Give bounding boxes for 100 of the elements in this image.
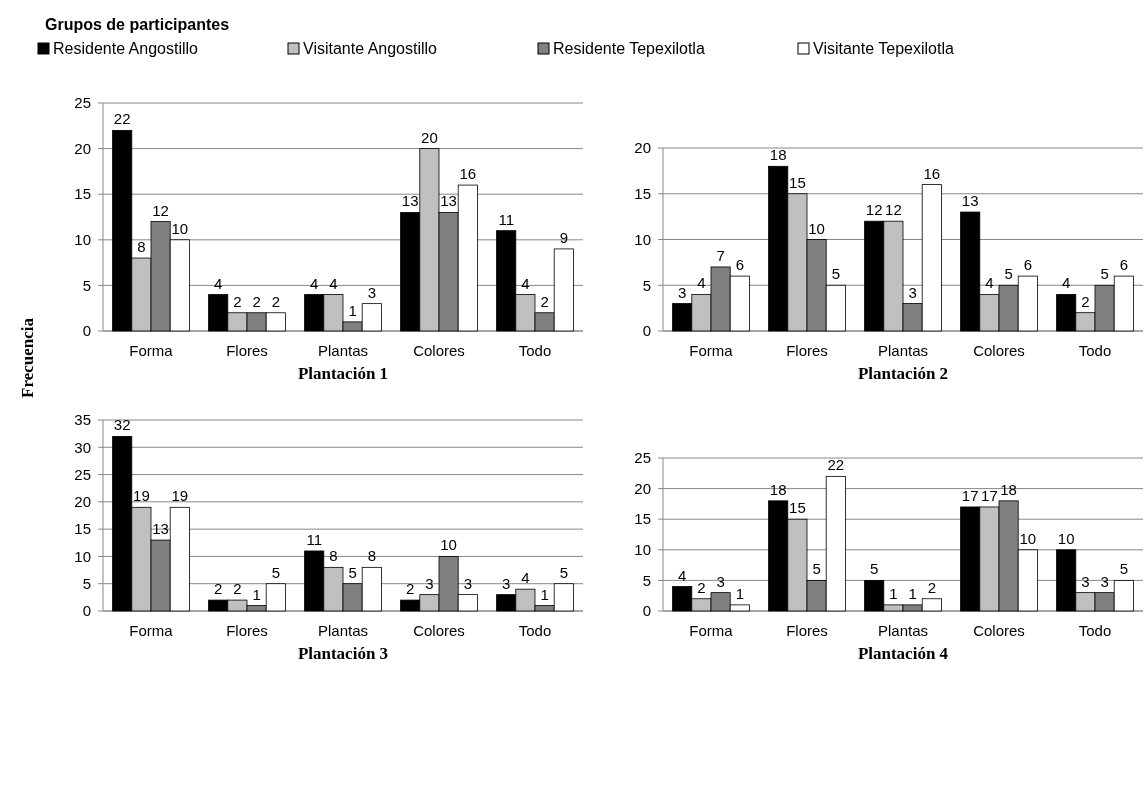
y-tick-label: 0 — [642, 602, 651, 620]
text: Plantación 2 — [857, 364, 949, 383]
y-tick-label: 30 — [74, 438, 91, 456]
data-label: 4 — [521, 569, 530, 587]
x-tick-label: Flores — [226, 342, 268, 359]
y-tick-label: 25 — [74, 465, 91, 483]
data-label: 2 — [1081, 292, 1090, 310]
data-label: 2 — [927, 578, 936, 596]
data-label: 4 — [214, 274, 223, 292]
data-label: 1 — [252, 585, 261, 603]
data-label: 6 — [1119, 256, 1128, 274]
x-tick-label: Forma — [689, 342, 734, 359]
text: Plantación 3 — [297, 644, 389, 663]
data-label: 18 — [769, 480, 787, 498]
x-tick-label: Todo — [1078, 622, 1112, 639]
data-label: 19 — [133, 487, 150, 505]
x-tick-label: Flores — [786, 342, 828, 359]
legend-label: Visitante Angostillo — [303, 40, 438, 57]
data-label: 1 — [540, 585, 549, 603]
data-label: 2 — [214, 580, 223, 598]
data-label: 10 — [440, 536, 457, 554]
y-tick-label: 10 — [74, 231, 91, 249]
y-tick-label: 5 — [82, 276, 91, 294]
y-tick-label: 0 — [642, 322, 651, 340]
data-label: 4 — [329, 274, 338, 292]
y-tick-label: 15 — [74, 520, 91, 538]
data-label: 6 — [735, 256, 744, 274]
data-label: 5 — [812, 560, 821, 578]
data-label: 22 — [113, 110, 131, 128]
data-label: 7 — [716, 246, 725, 264]
data-label: 3 — [367, 283, 376, 301]
data-label: 12 — [865, 201, 883, 219]
data-label: 15 — [789, 173, 806, 191]
text: Plantación 4 — [857, 644, 949, 663]
data-label: 13 — [961, 192, 979, 210]
y-tick-label: 5 — [642, 276, 651, 294]
data-label: 11 — [306, 530, 322, 548]
data-label: 3 — [1100, 572, 1109, 590]
text: Plantación 1 — [297, 364, 389, 383]
y-tick-label: 20 — [634, 479, 651, 497]
data-label: 3 — [502, 574, 511, 592]
data-label: 2 — [233, 580, 242, 598]
data-label: 12 — [152, 201, 169, 219]
data-label: 17 — [981, 486, 998, 504]
x-tick-label: Colores — [973, 342, 1025, 359]
data-label: 3 — [908, 283, 917, 301]
data-label: 13 — [152, 520, 169, 538]
data-label: 5 — [1004, 265, 1013, 283]
x-tick-label: Colores — [413, 342, 465, 359]
data-label: 10 — [1019, 529, 1037, 547]
data-label: 19 — [171, 487, 189, 505]
x-tick-label: Todo — [518, 622, 552, 639]
data-label: 13 — [440, 192, 457, 210]
x-tick-label: Forma — [129, 342, 174, 359]
data-label: 9 — [559, 228, 568, 246]
data-label: 18 — [1000, 480, 1017, 498]
data-label: 3 — [1081, 572, 1090, 590]
data-label: 4 — [678, 566, 687, 584]
data-label: 5 — [831, 265, 840, 283]
data-label: 2 — [406, 580, 415, 598]
data-label: 32 — [113, 416, 131, 434]
y-tick-label: 10 — [634, 541, 651, 559]
x-tick-label: Plantas — [877, 622, 929, 639]
x-tick-label: Plantas — [317, 622, 369, 639]
y-tick-label: 25 — [634, 449, 651, 467]
legend-label: Visitante Tepexilotla — [813, 40, 954, 57]
x-tick-label: Forma — [129, 622, 174, 639]
data-label: 3 — [425, 574, 434, 592]
y-tick-label: 35 — [74, 411, 91, 429]
data-label: 5 — [271, 563, 280, 581]
y-tick-label: 15 — [74, 185, 91, 203]
x-tick-label: Forma — [689, 622, 734, 639]
y-tick-label: 25 — [74, 94, 91, 112]
y-tick-label: 10 — [634, 230, 651, 248]
data-label: 3 — [678, 283, 687, 301]
data-label: 2 — [271, 292, 280, 310]
data-label: 2 — [697, 578, 706, 596]
data-label: 16 — [459, 165, 477, 183]
x-tick-label: Flores — [226, 622, 268, 639]
y-tick-label: 15 — [634, 510, 651, 528]
data-label: 8 — [367, 547, 376, 565]
data-label: 4 — [697, 274, 706, 292]
y-tick-label: 20 — [74, 493, 91, 511]
legend-label: Residente Tepexilotla — [553, 40, 705, 57]
y-axis-title: Frecuencia — [18, 317, 37, 398]
data-label: 4 — [521, 274, 530, 292]
data-label: 2 — [252, 292, 261, 310]
data-label: 4 — [1062, 274, 1071, 292]
data-label: 2 — [540, 292, 549, 310]
x-tick-label: Todo — [518, 342, 552, 359]
data-label: 5 — [559, 563, 568, 581]
x-tick-label: Plantas — [877, 342, 929, 359]
data-label: 1 — [348, 301, 357, 319]
data-label: 3 — [463, 574, 472, 592]
data-label: 1 — [735, 584, 744, 602]
x-tick-label: Colores — [413, 622, 465, 639]
data-label: 4 — [985, 274, 994, 292]
data-label: 1 — [889, 584, 898, 602]
data-label: 5 — [870, 560, 879, 578]
y-tick-label: 10 — [74, 547, 91, 565]
